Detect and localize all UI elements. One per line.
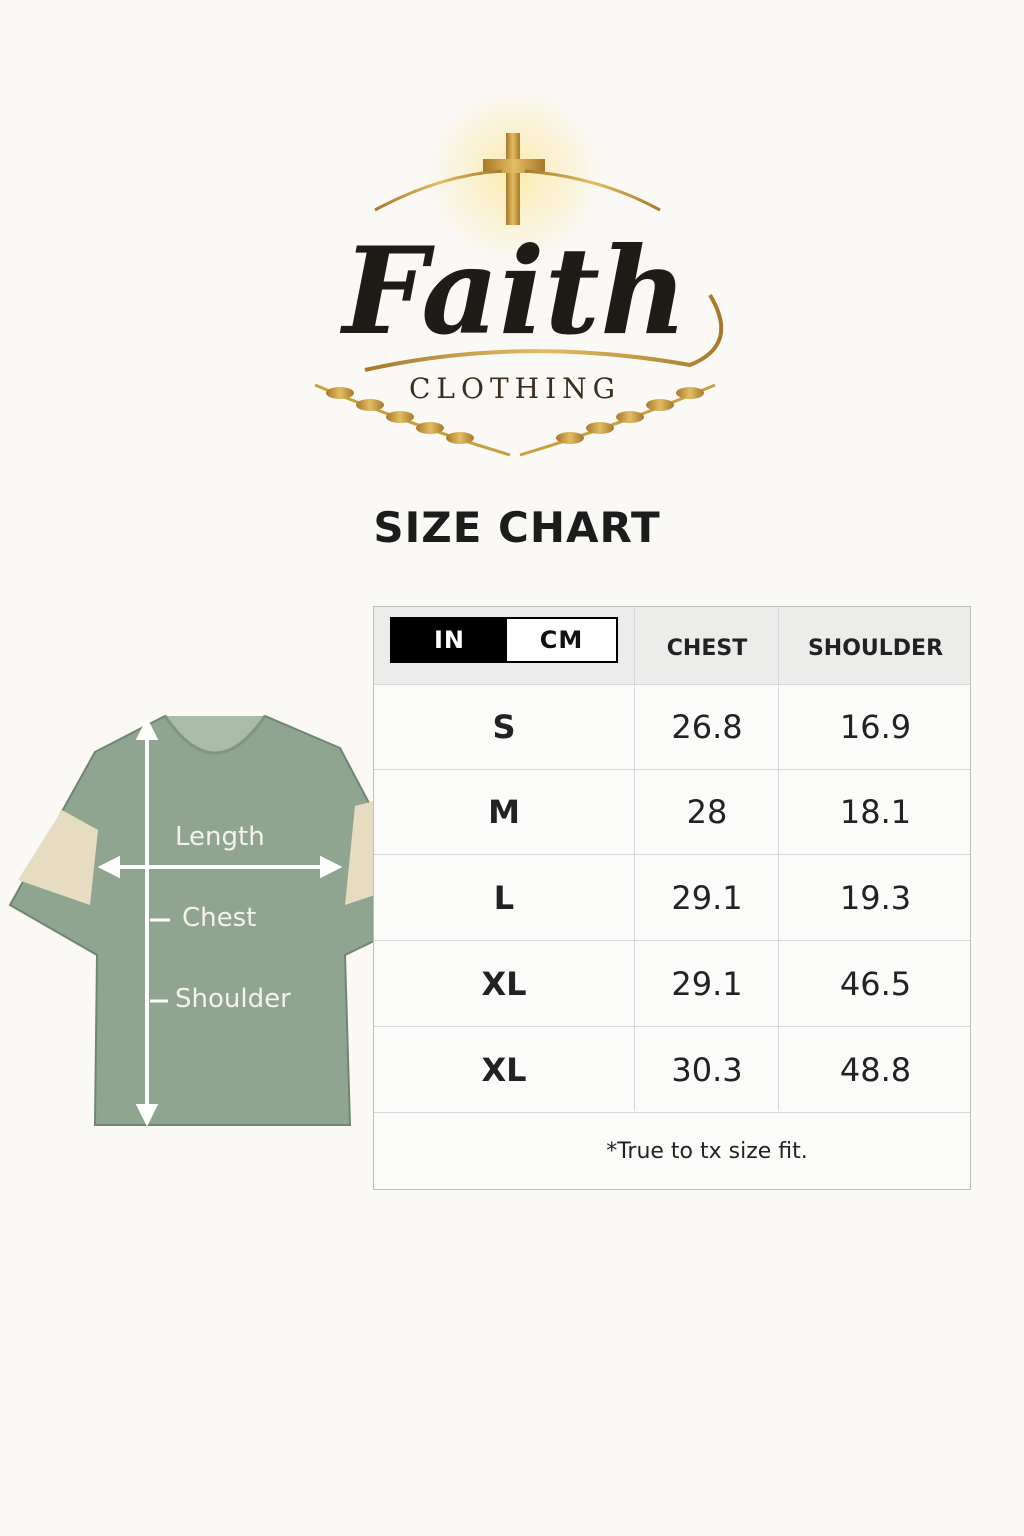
measurement-arrows (97, 717, 343, 1127)
table-header: IN CM CHEST SHOULDER (374, 607, 970, 685)
table-row: S 26.8 16.9 (374, 684, 970, 770)
size-cell: S (492, 707, 516, 746)
length-label: Length (175, 822, 265, 852)
left-sleeve-stripe (18, 810, 98, 905)
page-title: SIZE CHART (373, 503, 661, 552)
chest-cell: 28 (686, 792, 728, 831)
column-header-shoulder: SHOULDER (807, 636, 944, 661)
cross-icon (483, 133, 545, 225)
chest-cell: 26.8 (671, 707, 743, 746)
size-cell: L (493, 878, 515, 917)
faith-clothing-logo: Faith CLOTHING (314, 95, 724, 457)
shoulder-cell: 18.1 (839, 792, 912, 831)
shoulder-cell: 16.9 (839, 707, 912, 746)
brand-tagline: CLOTHING (409, 372, 621, 405)
unit-toggle[interactable]: IN CM (390, 617, 618, 663)
laurel-icon (314, 383, 716, 457)
size-cell: XL (481, 1050, 527, 1089)
unit-in-button[interactable]: IN (392, 619, 507, 661)
chest-label: Chest (182, 903, 257, 933)
table-row: XL 30.3 48.8 (374, 1027, 970, 1113)
column-header-chest: CHEST (666, 636, 748, 661)
size-cell: M (488, 792, 520, 831)
table-row: L 29.1 19.3 (374, 855, 970, 941)
unit-cm-button[interactable]: CM (539, 626, 584, 654)
shoulder-cell: 46.5 (839, 964, 912, 1003)
footnote: *True to tx size fit. (606, 1138, 808, 1164)
shoulder-cell: 48.8 (839, 1050, 912, 1089)
shoulder-cell: 19.3 (839, 878, 912, 917)
table-row: XL 29.1 46.5 (374, 941, 970, 1027)
table-row: M 28 18.1 (374, 769, 970, 855)
shoulder-label: Shoulder (175, 984, 291, 1014)
brand-wordmark: Faith (340, 221, 688, 362)
size-table: IN CM CHEST SHOULDER S 26.8 16.9 M 28 18.1 L 29… (373, 606, 971, 1190)
size-cell: XL (481, 964, 527, 1003)
chest-cell: 30.3 (671, 1050, 743, 1089)
chest-cell: 29.1 (671, 964, 743, 1003)
chest-cell: 29.1 (671, 878, 743, 917)
